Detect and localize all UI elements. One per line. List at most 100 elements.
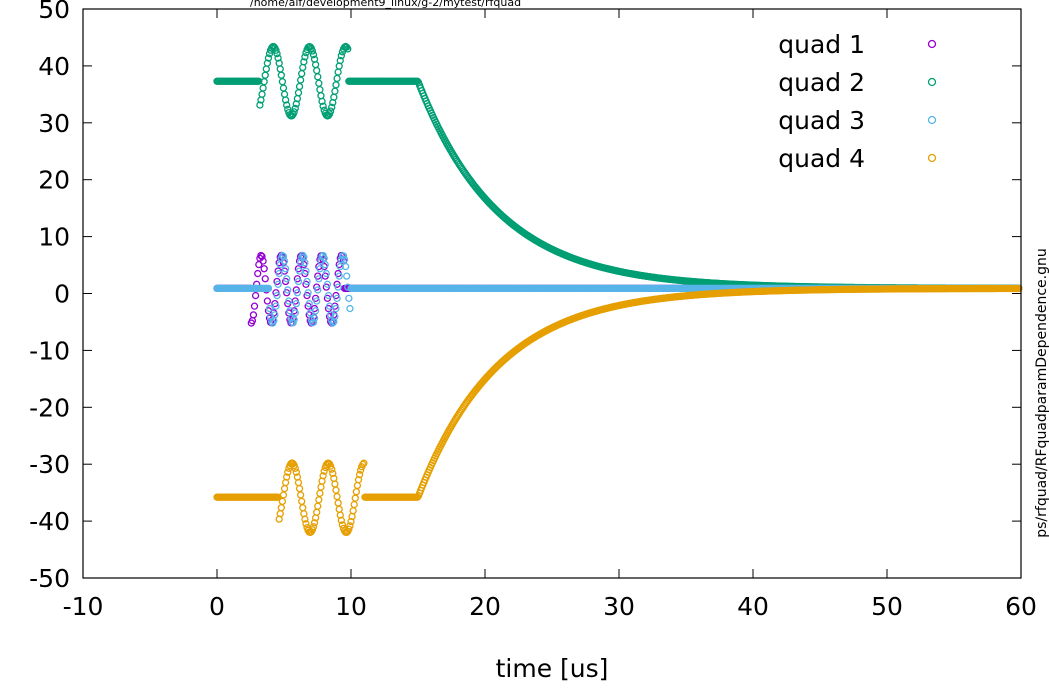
data-point (263, 297, 272, 305)
data-point (333, 492, 341, 501)
data-point (298, 497, 306, 506)
data-point (299, 63, 307, 72)
data-point (275, 269, 283, 278)
data-point (274, 54, 282, 62)
y-tick-label: -20 (29, 393, 70, 422)
y-tick-label: 10 (38, 223, 70, 252)
legend: quad 1 quad 2 quad 3 quad 4 (778, 30, 937, 173)
data-point (309, 523, 318, 531)
data-point (340, 255, 349, 264)
x-axis-title: time [us] (496, 654, 609, 683)
data-point (302, 267, 310, 275)
data-point (294, 89, 303, 97)
data-point (279, 252, 288, 261)
data-point (260, 265, 268, 273)
x-tick-label: 50 (871, 592, 903, 621)
data-point (258, 252, 266, 261)
data-point (334, 283, 342, 291)
data-point (280, 484, 289, 493)
data-point (331, 480, 339, 488)
data-point (334, 499, 342, 507)
data-point (265, 304, 274, 313)
data-point (323, 280, 332, 288)
data-point (316, 489, 324, 497)
data-point (328, 465, 336, 473)
data-point (277, 71, 285, 79)
x-tick-label: 40 (737, 592, 769, 621)
data-point (301, 53, 309, 61)
data-point (280, 257, 289, 265)
data-point (264, 284, 273, 293)
data-point (335, 505, 343, 513)
legend-label: quad 1 (778, 30, 865, 59)
data-point (315, 79, 323, 87)
data-point (285, 297, 293, 305)
y-tick-label: -10 (29, 336, 70, 365)
data-point (250, 302, 259, 310)
y-tick-label: 50 (38, 0, 70, 24)
data-point (332, 81, 340, 89)
data-point (292, 299, 300, 308)
data-point (315, 496, 323, 504)
data-point (302, 520, 310, 528)
data-point (343, 272, 351, 280)
data-point (288, 112, 296, 120)
data-point (259, 257, 267, 265)
data-point (346, 522, 354, 530)
data-point (316, 265, 324, 273)
data-point (294, 277, 303, 286)
data-point (262, 65, 270, 73)
data-point (256, 101, 264, 109)
series-quad-2 (213, 42, 1023, 292)
data-point (353, 481, 362, 490)
data-point (355, 470, 364, 479)
data-point (313, 297, 321, 305)
data-point (339, 252, 348, 260)
data-point (321, 260, 329, 269)
data-point (333, 294, 341, 302)
data-point (279, 84, 288, 92)
y-tick-label: 40 (38, 52, 70, 81)
data-point (337, 52, 346, 60)
data-point (258, 90, 266, 98)
data-point (264, 54, 273, 62)
data-point (284, 468, 292, 476)
data-point (289, 319, 297, 327)
plot-frame (82, 8, 1022, 579)
data-point (283, 101, 291, 109)
x-tick-label: 60 (1005, 592, 1037, 621)
y-tick-label: -30 (29, 450, 70, 479)
data-point (335, 272, 343, 280)
data-point (299, 504, 307, 512)
data-point (333, 74, 341, 83)
data-point (338, 521, 347, 529)
data-point (295, 82, 304, 91)
data-point (273, 50, 281, 58)
data-point (270, 43, 278, 51)
data-point (290, 315, 298, 324)
data-point (278, 497, 287, 506)
data-point (413, 77, 422, 85)
data-point (293, 289, 302, 297)
data-point (278, 78, 287, 86)
data-point (259, 84, 267, 92)
legend-marker (927, 39, 937, 49)
data-point (292, 468, 300, 476)
data-point (296, 491, 305, 499)
data-point (300, 58, 308, 66)
y-tick-label: -50 (29, 564, 70, 593)
data-point (1015, 284, 1023, 293)
ticks-layer: -10 0 10 20 30 40 50 60 -50 -40 -30 -20 -10 0 10 20 30 40… (29, 0, 1037, 621)
data-point (303, 277, 311, 286)
data-point (251, 291, 260, 300)
side-file-label: ps/rfquad/RFquadparamDependence.gnu (1034, 248, 1049, 538)
data-point (332, 486, 340, 494)
data-point (345, 525, 353, 533)
data-point (351, 494, 359, 502)
x-tick-label: 20 (469, 592, 501, 621)
data-point (347, 517, 355, 526)
data-point (315, 275, 323, 283)
data-point (309, 51, 318, 59)
data-point (341, 262, 350, 271)
